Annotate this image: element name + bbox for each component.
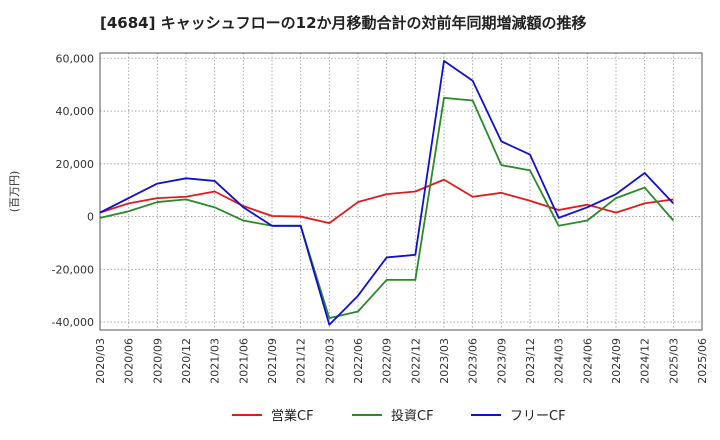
x-tick-label: 2024/06: [581, 338, 594, 384]
y-tick-label: 0: [87, 211, 94, 224]
x-tick-label: 2024/03: [553, 338, 566, 384]
x-tick-label: 2023/03: [438, 338, 451, 384]
x-tick-label: 2020/09: [151, 338, 164, 384]
legend-label: フリーCF: [510, 409, 566, 424]
x-tick-label: 2022/09: [381, 338, 394, 384]
x-tick-label: 2023/06: [467, 338, 480, 384]
x-tick-label: 2021/06: [237, 338, 250, 384]
legend-label: 投資CF: [391, 408, 434, 424]
x-tick-label: 2024/09: [610, 338, 623, 384]
x-tick-label: 2022/06: [352, 338, 365, 384]
y-tick-label: -20,000: [52, 263, 94, 276]
x-axis: 2020/03 2020/06 2020/09 2020/12 2021/03 2021/…: [94, 338, 709, 384]
legend: 営業CF 投資CF フリーCF: [232, 408, 566, 424]
plot-frame: [99, 52, 703, 331]
x-tick-label: 2022/12: [409, 338, 422, 384]
y-axis: -40,000 -20,000 0 20,000 40,000 60,000: [52, 52, 94, 329]
y-tick-label: -40,000: [52, 316, 94, 329]
series-line: [99, 96, 675, 320]
grid: [99, 53, 703, 330]
legend-label: 営業CF: [271, 408, 314, 424]
x-tick-label: 2025/06: [696, 338, 709, 384]
series-line: [99, 60, 674, 326]
x-tick-label: 2021/12: [295, 338, 308, 384]
x-tick-label: 2020/06: [123, 338, 136, 384]
x-tick-label: 2022/03: [323, 338, 336, 384]
x-tick-label: 2020/12: [180, 338, 193, 384]
y-tick-label: 60,000: [56, 52, 95, 65]
y-tick-label: 40,000: [56, 105, 95, 118]
x-tick-label: 2024/12: [639, 338, 652, 384]
x-tick-label: 2021/03: [209, 338, 222, 384]
series-layer: [99, 60, 675, 326]
x-tick-label: 2023/09: [495, 338, 508, 384]
y-axis-label: (百万円): [8, 171, 21, 213]
x-tick-label: 2025/03: [667, 338, 680, 384]
x-tick-label: 2020/03: [94, 338, 107, 384]
series-line: [99, 178, 674, 225]
x-tick-label: 2023/12: [524, 338, 537, 384]
y-tick-label: 20,000: [56, 158, 95, 171]
chart-title: [4684] キャッシュフローの12か月移動合計の対前年同期増減額の推移: [100, 14, 587, 32]
x-tick-label: 2021/09: [266, 338, 279, 384]
